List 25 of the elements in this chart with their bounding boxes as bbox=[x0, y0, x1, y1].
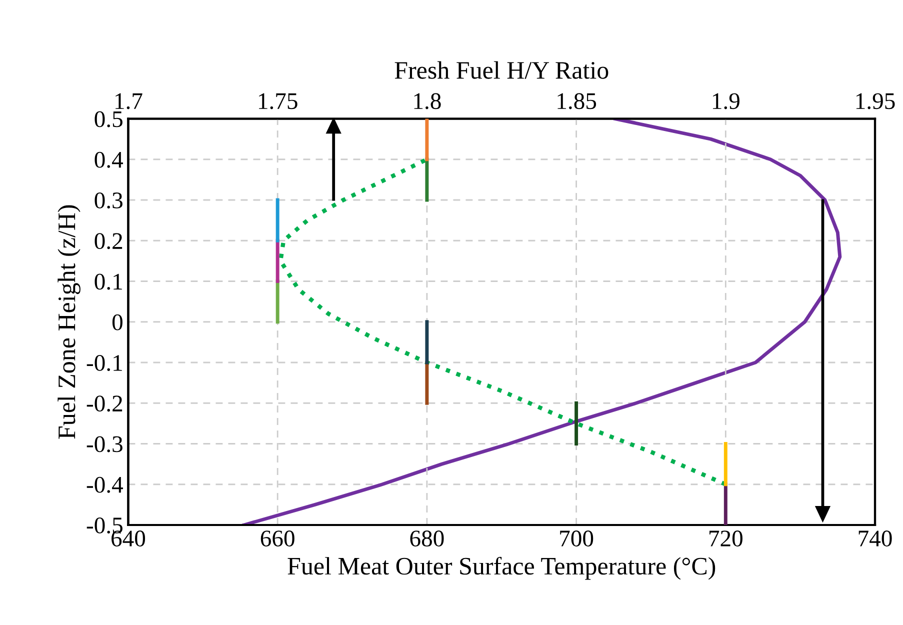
x2-tick-label: 1.95 bbox=[856, 93, 895, 110]
y-tick-label: -0.1 bbox=[86, 354, 122, 372]
y-tick-label: 0 bbox=[112, 314, 122, 330]
y-tick-label: 0.2 bbox=[94, 233, 122, 250]
y-tick-label: -0.3 bbox=[86, 436, 122, 452]
x2-tick-label: 1.8 bbox=[414, 93, 441, 110]
x2-axis-title: Fresh Fuel H/Y Ratio bbox=[394, 61, 608, 79]
y-tick-label: 0.5 bbox=[94, 111, 122, 128]
x-tick-label: 740 bbox=[858, 530, 892, 546]
x-tick-label: 680 bbox=[410, 530, 444, 546]
line-series bbox=[242, 118, 842, 525]
y-tick-label: 0.1 bbox=[94, 274, 122, 290]
x-tick-label: 720 bbox=[710, 530, 742, 546]
y-tick-label: -0.4 bbox=[86, 476, 123, 493]
x-axis-title: Fuel Meat Outer Surface Temperature (°C) bbox=[288, 556, 716, 580]
x-tick-label: 660 bbox=[260, 530, 294, 546]
x2-tick-label: 1.85 bbox=[558, 93, 596, 110]
y-tick-label: -0.2 bbox=[86, 396, 122, 412]
y-tick-label: 0.3 bbox=[94, 192, 122, 209]
x-tick-label: 700 bbox=[560, 530, 594, 546]
x2-tick-label: 1.75 bbox=[259, 93, 298, 110]
x2-tick-label: 1.9 bbox=[712, 93, 740, 110]
y-axis-title: Fuel Zone Height (z/H) bbox=[58, 205, 80, 439]
x2-tick-label: 1.7 bbox=[116, 93, 142, 110]
y-tick-label: 0.4 bbox=[94, 152, 123, 168]
